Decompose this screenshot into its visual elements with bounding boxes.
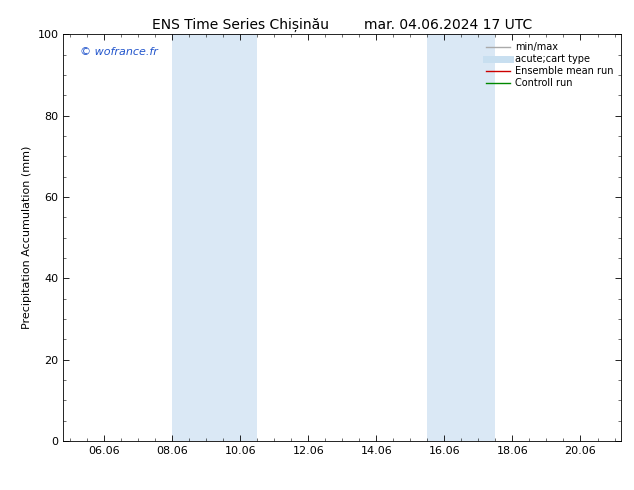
- Text: © wofrance.fr: © wofrance.fr: [80, 47, 158, 56]
- Y-axis label: Precipitation Accumulation (mm): Precipitation Accumulation (mm): [22, 146, 32, 329]
- Bar: [172, 34, 257, 441]
- Legend: min/max, acute;cart type, Ensemble mean run, Controll run: min/max, acute;cart type, Ensemble mean …: [483, 39, 616, 91]
- Bar: [427, 34, 495, 441]
- Title: ENS Time Series Chișinău        mar. 04.06.2024 17 UTC: ENS Time Series Chișinău mar. 04.06.2024…: [152, 18, 533, 32]
